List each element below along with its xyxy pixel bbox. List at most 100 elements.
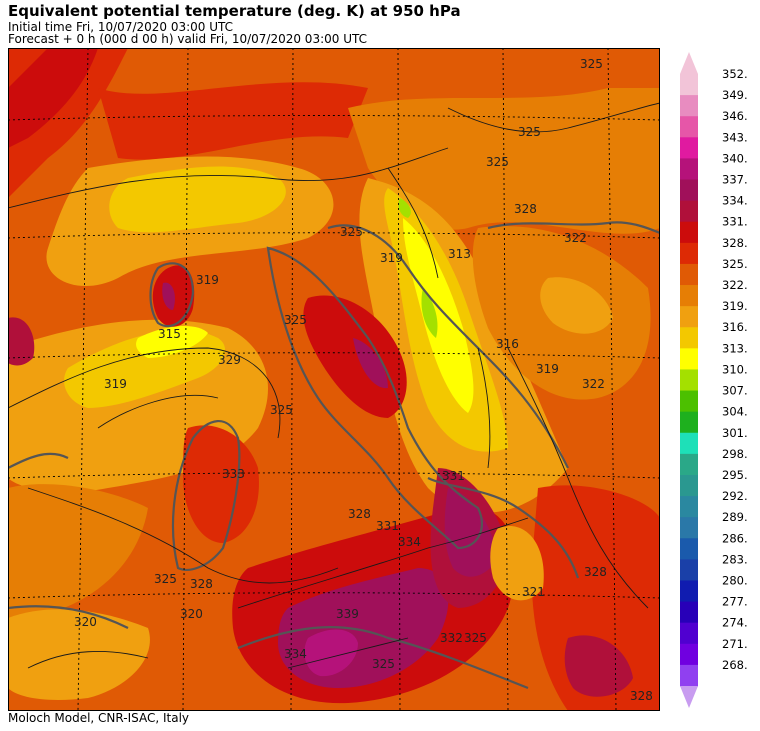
- colorbar-top-arrow: [680, 52, 698, 74]
- colorbar-level-label: 313.: [722, 341, 748, 355]
- map-title: Equivalent potential temperature (deg. K…: [8, 2, 461, 20]
- colorbar-level-label: 343.: [722, 130, 748, 144]
- colorbar-swatch: [680, 137, 698, 160]
- field-west-med-bright: [136, 326, 208, 358]
- contour-label: 313: [448, 247, 471, 261]
- contour-label: 339: [336, 607, 359, 621]
- contour-label: 325: [372, 657, 395, 671]
- colorbar-swatch: [680, 242, 698, 265]
- colorbar-swatch: [680, 179, 698, 202]
- contour-label: 322: [564, 231, 587, 245]
- colorbar-swatch: [680, 200, 698, 223]
- field-ionian-magenta: [444, 488, 498, 577]
- colorbar-level-label: 301.: [722, 426, 748, 440]
- contour-label: 319: [380, 251, 403, 265]
- map-canvas: 325 325 325 325 328 322 319 313 316 319 …: [8, 48, 660, 711]
- colorbar-swatch: [680, 517, 698, 539]
- colorbar-swatch: [680, 158, 698, 181]
- field-adriatic-green: [421, 288, 438, 338]
- color-scale-canvas: 352. 349. 346. 343. 340. 337. 334. 331. 328. 325.…: [680, 52, 748, 708]
- contour-label: 321: [522, 585, 545, 599]
- contour-label: 316: [496, 337, 519, 351]
- colorbar-bottom-arrow: [680, 686, 698, 708]
- forecast-valid-time: Forecast + 0 h (000 d 00 h) valid Fri, 1…: [8, 32, 367, 46]
- colorbar-level-label: 283.: [722, 552, 748, 566]
- colorbar-level-label: 307.: [722, 384, 748, 398]
- contour-label: 320: [180, 607, 203, 621]
- colorbar-swatch: [680, 622, 698, 645]
- colorbar-level-label: 316.: [722, 320, 748, 334]
- contour-label: 328: [190, 577, 213, 591]
- colorbar-swatch: [680, 432, 698, 455]
- colorbar-level-label: 322.: [722, 278, 748, 292]
- contour-label: 328: [514, 202, 537, 216]
- color-scale-legend: 352. 349. 346. 343. 340. 337. 334. 331. 328. 325.…: [672, 46, 760, 714]
- map-frame: [8, 48, 660, 711]
- colorbar-swatch: [680, 664, 698, 687]
- colorbar-swatch: [680, 390, 698, 413]
- model-credit: Moloch Model, CNR-ISAC, Italy: [8, 711, 190, 725]
- colorbar-level-label: 295.: [722, 468, 748, 482]
- colorbar-swatch: [680, 538, 698, 560]
- colorbar-swatch: [680, 327, 698, 349]
- colorbar-swatch: [680, 474, 698, 497]
- field-ne-yellow: [540, 277, 613, 334]
- initial-time: Initial time Fri, 10/07/2020 03:00 UTC: [8, 20, 234, 34]
- contour-label: 319: [536, 362, 559, 376]
- contour-label: 322: [582, 377, 605, 391]
- field-italy-red: [303, 295, 407, 418]
- colorbar-swatch: [680, 496, 698, 518]
- field-adriatic-green-small: [398, 198, 411, 218]
- colorbar-swatch: [680, 74, 698, 96]
- colorbar-level-label: 325.: [722, 257, 748, 271]
- field-north-red: [98, 82, 368, 160]
- colorbar-level-label: 331.: [722, 215, 748, 229]
- coastlines: [8, 221, 660, 690]
- field-italy-deep: [353, 338, 388, 389]
- contour-label: 325: [284, 313, 307, 327]
- contour-label: 325: [486, 155, 509, 169]
- field-west-orange-strip: [8, 484, 148, 618]
- contour-label: 325: [580, 57, 603, 71]
- contour-label: 328: [584, 565, 607, 579]
- colorbar-level-label: 310.: [722, 362, 748, 376]
- lat-lon-grid: [8, 48, 660, 711]
- colorbar-level-label: 352.: [722, 67, 748, 81]
- colorbar-swatch: [680, 601, 698, 624]
- colorbar-swatch: [680, 369, 698, 392]
- field-nw-deep: [8, 48, 98, 148]
- field-adriatic-yellow-2: [403, 218, 474, 413]
- colorbar-level-label: 286.: [722, 531, 748, 545]
- colorbar-level-label: 328.: [722, 236, 748, 250]
- colorbar-swatch: [680, 453, 698, 476]
- colorbar-swatch: [680, 116, 698, 138]
- field-alps-yellow: [109, 166, 286, 233]
- colorbar-level-label: 280.: [722, 573, 748, 587]
- colorbar-level-label: 337.: [722, 173, 748, 187]
- field-south-core: [304, 629, 358, 677]
- contour-label: 325: [518, 125, 541, 139]
- field-east-yellow: [490, 526, 544, 601]
- colorbar-level-label: 274.: [722, 616, 748, 630]
- isotherm-contours: [8, 102, 660, 669]
- colorbar-level-label: 271.: [722, 637, 748, 651]
- contour-labels: 325 325 325 325 328 322 319 313 316 319 …: [74, 57, 653, 703]
- field-iberia-magenta: [8, 317, 35, 366]
- colorbar-level-label: 319.: [722, 299, 748, 313]
- colorbar-swatch: [680, 580, 698, 603]
- contour-label: 325: [340, 225, 363, 239]
- contour-label: 319: [196, 273, 219, 287]
- contour-label: 325: [154, 572, 177, 586]
- colorbar-swatch: [680, 263, 698, 286]
- contour-label: 328: [630, 689, 653, 703]
- contour-label: 331: [442, 469, 465, 483]
- contour-label: 333: [222, 467, 245, 481]
- colorbar-swatch: [680, 285, 698, 307]
- colorbar-level-label: 349.: [722, 88, 748, 102]
- contour-label: 332: [440, 631, 463, 645]
- colorbar-swatch: [680, 95, 698, 117]
- colorbar-swatch: [680, 559, 698, 582]
- colorbar-level-label: 292.: [722, 489, 748, 503]
- colorbar-swatch: [680, 411, 698, 434]
- contour-label: 331: [376, 519, 399, 533]
